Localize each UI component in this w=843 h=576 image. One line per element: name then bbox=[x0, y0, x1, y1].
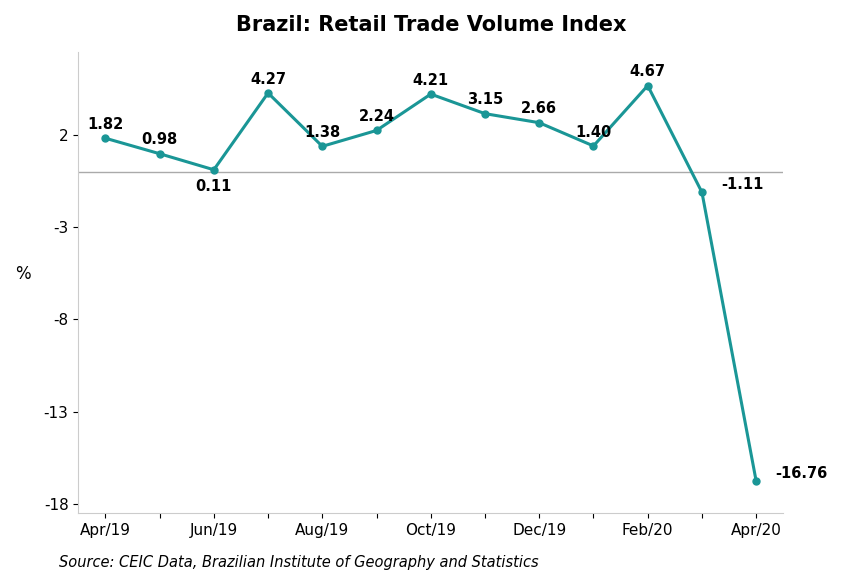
Text: 3.15: 3.15 bbox=[467, 92, 503, 107]
Text: 4.21: 4.21 bbox=[413, 73, 448, 88]
Text: -16.76: -16.76 bbox=[776, 466, 827, 481]
Text: -1.11: -1.11 bbox=[721, 177, 763, 192]
Text: 2.66: 2.66 bbox=[521, 101, 557, 116]
Text: 0.98: 0.98 bbox=[142, 132, 178, 147]
Title: Brazil: Retail Trade Volume Index: Brazil: Retail Trade Volume Index bbox=[235, 15, 626, 35]
Text: 2.24: 2.24 bbox=[358, 109, 395, 124]
Text: Source: CEIC Data, Brazilian Institute of Geography and Statistics: Source: CEIC Data, Brazilian Institute o… bbox=[59, 555, 539, 570]
Text: 0.11: 0.11 bbox=[196, 179, 232, 194]
Text: 4.67: 4.67 bbox=[630, 64, 666, 79]
Text: 1.40: 1.40 bbox=[575, 124, 611, 139]
Text: 1.38: 1.38 bbox=[304, 125, 341, 140]
Text: 4.27: 4.27 bbox=[250, 71, 286, 86]
Text: 1.82: 1.82 bbox=[87, 117, 123, 132]
Y-axis label: %: % bbox=[15, 264, 30, 283]
